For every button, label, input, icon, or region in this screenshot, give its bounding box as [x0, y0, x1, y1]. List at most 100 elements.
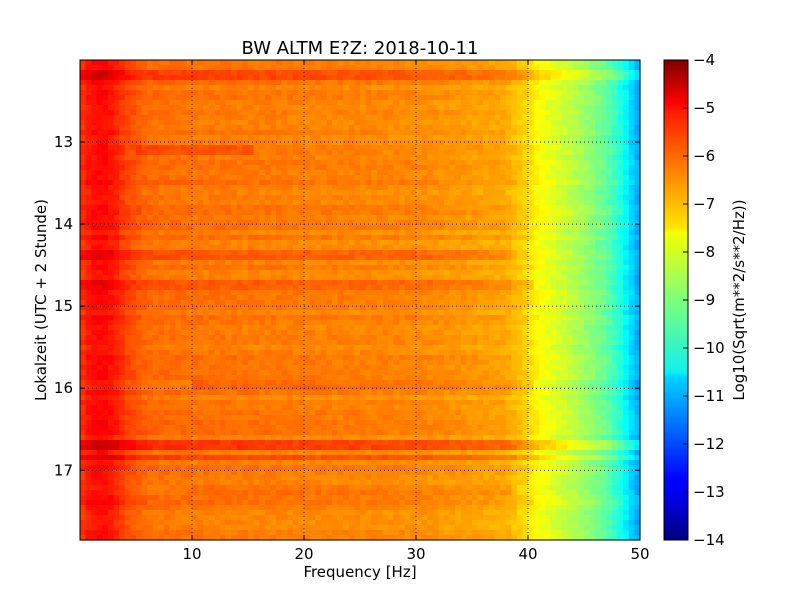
heatmap-cell	[438, 290, 445, 296]
heatmap-cell	[427, 180, 434, 186]
heatmap-cell	[203, 125, 210, 131]
heatmap-cell	[505, 240, 512, 246]
heatmap-cell	[337, 70, 344, 76]
heatmap-cell	[96, 230, 103, 236]
heatmap-cell	[337, 145, 344, 151]
heatmap-cell	[410, 295, 417, 301]
heatmap-cell	[119, 140, 126, 146]
heatmap-cell	[578, 120, 585, 126]
heatmap-cell	[248, 300, 255, 306]
heatmap-cell	[421, 150, 428, 156]
heatmap-cell	[533, 155, 540, 161]
heatmap-cell	[404, 295, 411, 301]
heatmap-cell	[360, 240, 367, 246]
heatmap-cell	[399, 190, 406, 196]
heatmap-cell	[208, 165, 215, 171]
heatmap-cell	[197, 165, 204, 171]
heatmap-cell	[382, 105, 389, 111]
heatmap-cell	[382, 250, 389, 256]
heatmap-cell	[376, 280, 383, 286]
heatmap-cell	[388, 180, 395, 186]
heatmap-cell	[623, 200, 630, 206]
heatmap-cell	[164, 75, 171, 81]
heatmap-cell	[556, 275, 563, 281]
heatmap-cell	[561, 210, 568, 216]
heatmap-cell	[584, 295, 591, 301]
heatmap-cell	[578, 80, 585, 86]
heatmap-cell	[589, 85, 596, 91]
heatmap-cell	[276, 285, 283, 291]
heatmap-cell	[253, 65, 260, 71]
heatmap-cell	[466, 260, 473, 266]
heatmap-cell	[376, 195, 383, 201]
heatmap-cell	[460, 150, 467, 156]
heatmap-cell	[169, 265, 176, 271]
heatmap-cell	[287, 170, 294, 176]
heatmap-cell	[376, 245, 383, 251]
heatmap-cell	[589, 80, 596, 86]
heatmap-cell	[175, 60, 182, 66]
heatmap-cell	[309, 170, 316, 176]
heatmap-cell	[85, 125, 92, 131]
heatmap-cell	[365, 210, 372, 216]
heatmap-cell	[96, 285, 103, 291]
heatmap-cell	[416, 90, 423, 96]
heatmap-cell	[315, 285, 322, 291]
heatmap-cell	[287, 150, 294, 156]
heatmap-cell	[158, 100, 165, 106]
heatmap-cell	[298, 100, 305, 106]
heatmap-cell	[287, 250, 294, 256]
heatmap-cell	[561, 280, 568, 286]
heatmap-cell	[483, 70, 490, 76]
heatmap-cell	[236, 135, 243, 141]
heatmap-cell	[371, 60, 378, 66]
heatmap-cell	[158, 115, 165, 121]
heatmap-cell	[410, 100, 417, 106]
heatmap-cell	[192, 95, 199, 101]
heatmap-cell	[102, 220, 109, 226]
heatmap-cell	[292, 115, 299, 121]
heatmap-cell	[186, 70, 193, 76]
heatmap-cell	[477, 295, 484, 301]
heatmap-cell	[91, 250, 98, 256]
heatmap-cell	[158, 130, 165, 136]
heatmap-cell	[561, 240, 568, 246]
heatmap-cell	[432, 275, 439, 281]
heatmap-cell	[460, 130, 467, 136]
heatmap-cell	[231, 195, 238, 201]
heatmap-cell	[298, 290, 305, 296]
heatmap-cell	[376, 220, 383, 226]
heatmap-cell	[600, 245, 607, 251]
heatmap-cell	[399, 145, 406, 151]
heatmap-cell	[332, 60, 339, 66]
heatmap-cell	[343, 225, 350, 231]
heatmap-cell	[488, 245, 495, 251]
heatmap-cell	[578, 300, 585, 306]
heatmap-cell	[500, 225, 507, 231]
heatmap-cell	[432, 155, 439, 161]
heatmap-cell	[164, 240, 171, 246]
heatmap-cell	[91, 270, 98, 276]
heatmap-cell	[259, 125, 266, 131]
heatmap-cell	[220, 285, 227, 291]
heatmap-cell	[220, 130, 227, 136]
heatmap-cell	[617, 110, 624, 116]
heatmap-cell	[466, 175, 473, 181]
heatmap-cell	[348, 240, 355, 246]
heatmap-cell	[287, 240, 294, 246]
heatmap-cell	[113, 210, 120, 216]
heatmap-cell	[214, 130, 221, 136]
heatmap-cell	[186, 120, 193, 126]
heatmap-cell	[382, 265, 389, 271]
heatmap-cell	[186, 210, 193, 216]
heatmap-cell	[119, 180, 126, 186]
heatmap-cell	[410, 75, 417, 81]
heatmap-cell	[119, 185, 126, 191]
heatmap-cell	[214, 290, 221, 296]
heatmap-cell	[259, 290, 266, 296]
heatmap-cell	[102, 215, 109, 221]
heatmap-cell	[113, 235, 120, 241]
heatmap-cell	[572, 100, 579, 106]
heatmap-cell	[455, 225, 462, 231]
heatmap-cell	[309, 120, 316, 126]
